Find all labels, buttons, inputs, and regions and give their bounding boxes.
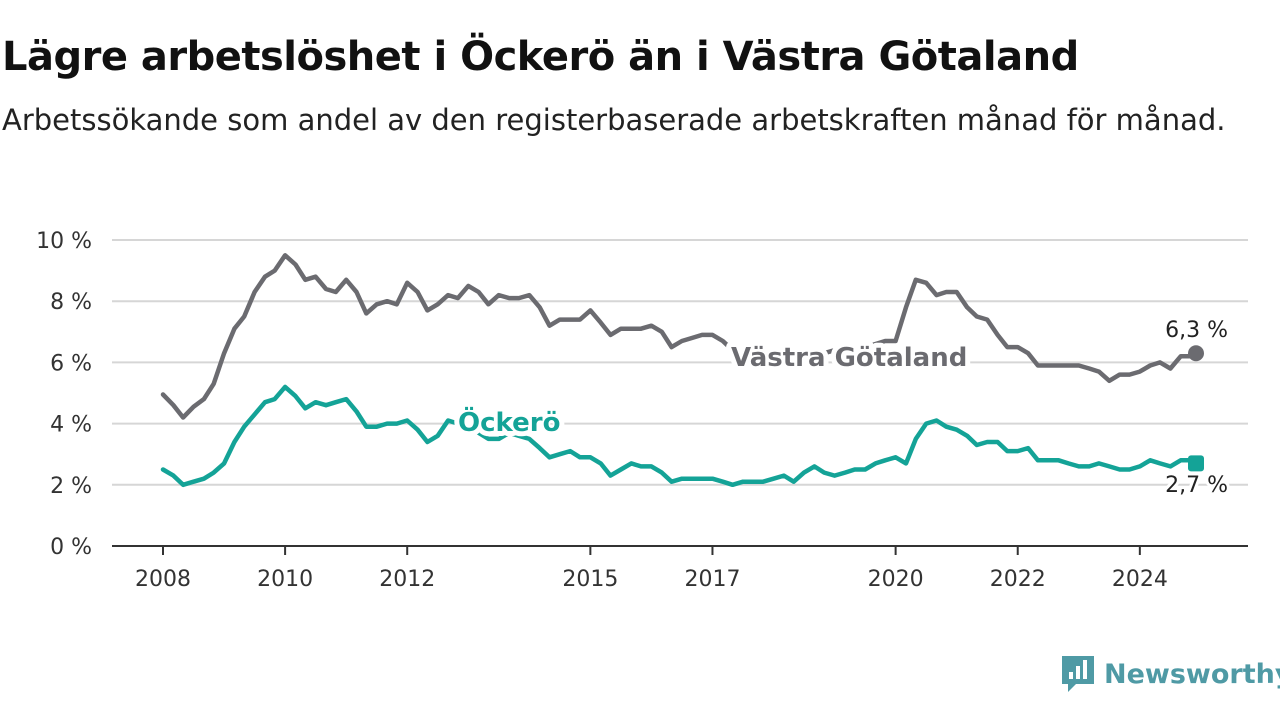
gridlines <box>112 239 1248 486</box>
series-end-value-label: 6,3 % <box>1165 318 1228 343</box>
chart-title: Lägre arbetslöshet i Öckerö än i Västra … <box>2 34 1079 80</box>
series-lines <box>160 253 1204 488</box>
y-tick-label: 4 % <box>50 413 92 438</box>
x-tick-label: 2008 <box>135 567 191 592</box>
series-name-label: Öckerö <box>458 405 560 438</box>
x-tick-label: 2015 <box>562 567 618 592</box>
x-tick-label: 2020 <box>868 567 924 592</box>
series-line <box>160 384 1199 488</box>
x-tick-label: 2012 <box>379 567 435 592</box>
x-tick-label: 2017 <box>684 567 740 592</box>
y-tick-label: 2 % <box>50 474 92 499</box>
newsworthy-logo-icon <box>1062 656 1094 692</box>
x-tick-label: 2010 <box>257 567 313 592</box>
series-labels: Västra Götaland 6,3 % Öckerö 2,7 % <box>453 315 1231 501</box>
y-axis-ticks: 0 % 2 % 4 % 6 % 8 % 10 % <box>36 229 92 560</box>
series-end-value-label: 2,7 % <box>1165 473 1228 498</box>
chart-subtitle: Arbetssökande som andel av den registerb… <box>2 103 1226 137</box>
series-name-label: Västra Götaland <box>731 343 967 373</box>
logo-text: Newsworthy <box>1104 658 1280 690</box>
x-tick-label: 2024 <box>1112 567 1168 592</box>
series-end-marker <box>1188 455 1204 472</box>
series-line <box>160 253 1199 420</box>
x-axis: 2008 2010 2012 2015 2017 2020 2022 2024 <box>112 545 1248 592</box>
y-tick-label: 6 % <box>50 351 92 376</box>
y-tick-label: 10 % <box>36 229 92 254</box>
x-tick-label: 2022 <box>990 567 1046 592</box>
series-end-marker <box>1188 345 1204 362</box>
y-tick-label: 8 % <box>50 290 92 315</box>
newsworthy-logo[interactable]: Newsworthy <box>1060 654 1280 694</box>
y-tick-label: 0 % <box>50 535 92 560</box>
